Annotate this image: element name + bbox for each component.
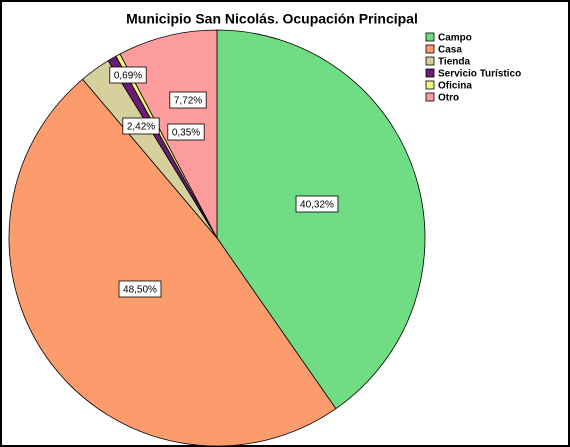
data-label-box — [167, 123, 205, 141]
data-label-box — [295, 195, 339, 213]
data-label-box — [109, 66, 147, 84]
data-label: 48,50% — [118, 280, 162, 298]
data-label-box — [122, 117, 160, 135]
data-label-box — [118, 280, 162, 298]
data-label-text: 40,32% — [300, 200, 334, 211]
chart-title: Municipio San Nicolás. Ocupación Princip… — [126, 11, 418, 27]
data-label-text: 2,42% — [127, 122, 155, 133]
data-label: 0,35% — [167, 123, 205, 141]
data-label-text: 0,69% — [114, 71, 142, 82]
legend-label: Servicio Turístico — [438, 69, 521, 80]
data-label: 40,32% — [295, 195, 339, 213]
legend-swatch — [425, 68, 435, 78]
data-label-text: 48,50% — [123, 285, 157, 296]
data-label-box — [169, 91, 207, 109]
legend-swatch — [425, 56, 435, 66]
pie-slice — [8, 78, 337, 447]
data-label-text: 7,72% — [174, 96, 202, 107]
data-label-text: 0,35% — [172, 128, 200, 139]
legend-label: Casa — [438, 45, 462, 56]
legend-swatch — [425, 80, 435, 90]
pie — [8, 29, 426, 447]
legend-swatch — [425, 32, 435, 42]
legend-label: Campo — [438, 33, 472, 44]
pie-slice — [216, 29, 426, 410]
legend-label: Oficina — [438, 81, 472, 92]
data-label: 2,42% — [122, 117, 160, 135]
data-label: 0,69% — [109, 66, 147, 84]
legend-label: Tienda — [438, 57, 470, 68]
data-labels: 40,32% 48,50% 2,42% 0,69% 0,35% 7,72% — [109, 66, 339, 298]
legend-swatch — [425, 92, 435, 102]
legend-swatch — [425, 44, 435, 54]
data-label: 7,72% — [169, 91, 207, 109]
legend-label: Otro — [438, 93, 459, 104]
